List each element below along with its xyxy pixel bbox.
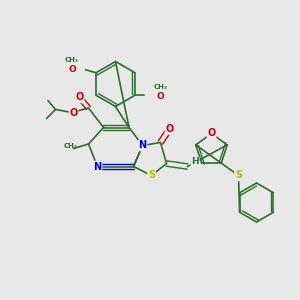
Text: CH₃: CH₃ [64,142,77,148]
Text: O: O [207,128,216,139]
Text: CH₃: CH₃ [154,84,167,90]
Text: O: O [68,65,76,74]
Text: O: O [69,107,78,118]
Text: O: O [75,92,84,103]
Text: CH₃: CH₃ [65,57,79,63]
Text: O: O [165,124,174,134]
Text: N: N [93,161,102,172]
Text: S: S [148,170,155,181]
Text: O: O [157,92,164,101]
Text: S: S [235,170,242,181]
Text: H: H [191,158,199,166]
Text: N: N [138,140,147,151]
